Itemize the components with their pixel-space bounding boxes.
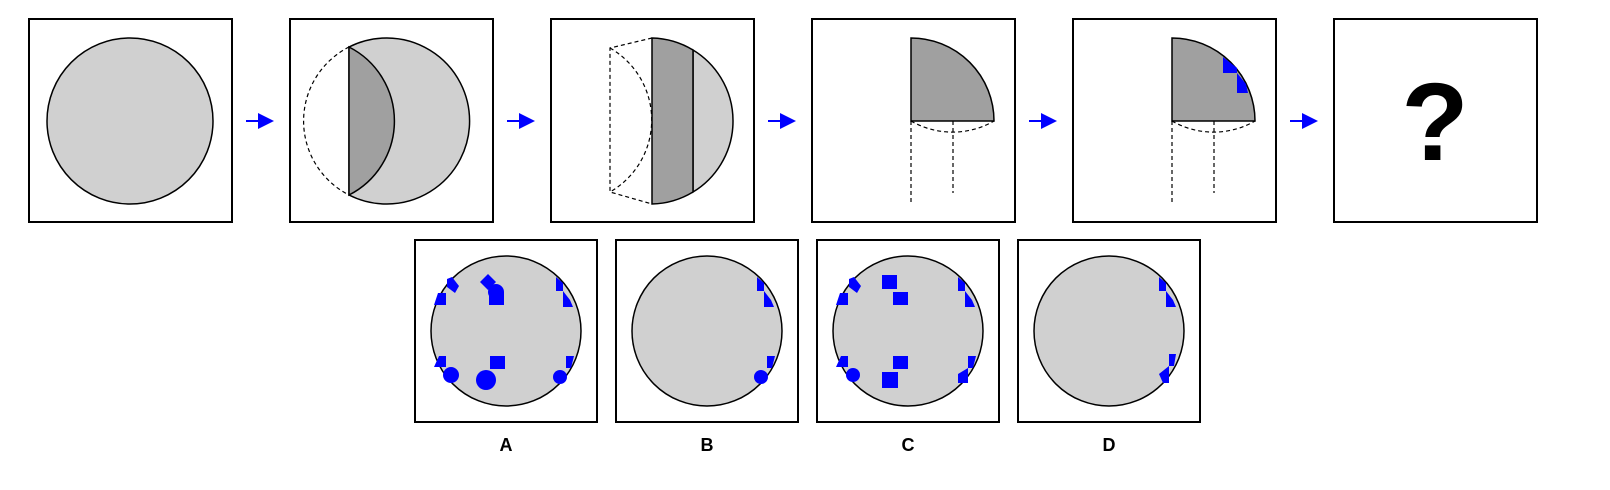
- sequence-panel-4: [811, 18, 1016, 223]
- option-c[interactable]: [816, 239, 1000, 423]
- sequence-panel-5: [1072, 18, 1277, 223]
- sequence-panel-6: ?: [1333, 18, 1538, 223]
- question-mark: ?: [1401, 61, 1468, 184]
- option-c-label: C: [902, 435, 915, 455]
- option-c-cut-marks: [836, 275, 976, 388]
- cut-mark: [1223, 57, 1237, 73]
- folded-flap: [348, 45, 396, 197]
- quarter-shape: [910, 37, 995, 122]
- sequence-panel-2: [289, 18, 494, 223]
- option-d[interactable]: [1017, 239, 1201, 423]
- cut-mark: [1237, 73, 1248, 93]
- option-a-cut-marks: [434, 274, 574, 390]
- option-b[interactable]: [615, 239, 799, 423]
- option-d-label: D: [1103, 435, 1116, 455]
- sequence-panel-3: [550, 18, 755, 223]
- option-b-cut-marks: [754, 277, 775, 384]
- folded-band: [651, 37, 694, 205]
- sequence-panel-1: [28, 18, 233, 223]
- option-d-cut-marks: [1159, 277, 1176, 383]
- option-a[interactable]: [414, 239, 598, 423]
- full-circle-shape: [46, 37, 214, 205]
- option-b-label: B: [701, 435, 714, 455]
- option-a-label: A: [500, 435, 513, 455]
